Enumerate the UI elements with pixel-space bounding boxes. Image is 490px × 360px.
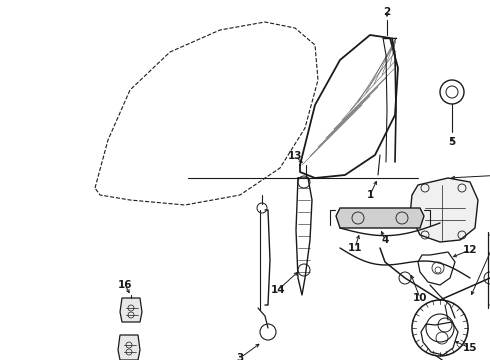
Text: 14: 14 (270, 285, 285, 295)
Text: 13: 13 (288, 151, 302, 161)
Text: 11: 11 (348, 243, 362, 253)
Text: 4: 4 (381, 235, 389, 245)
Text: 15: 15 (463, 343, 477, 353)
Polygon shape (410, 178, 478, 242)
Text: 1: 1 (367, 190, 374, 200)
Text: 5: 5 (448, 137, 456, 147)
Text: 10: 10 (413, 293, 427, 303)
Text: 2: 2 (383, 7, 391, 17)
Text: 16: 16 (118, 280, 132, 290)
Text: 12: 12 (463, 245, 477, 255)
Text: 3: 3 (236, 353, 244, 360)
Polygon shape (120, 298, 142, 322)
Polygon shape (118, 335, 140, 360)
Polygon shape (336, 208, 424, 228)
